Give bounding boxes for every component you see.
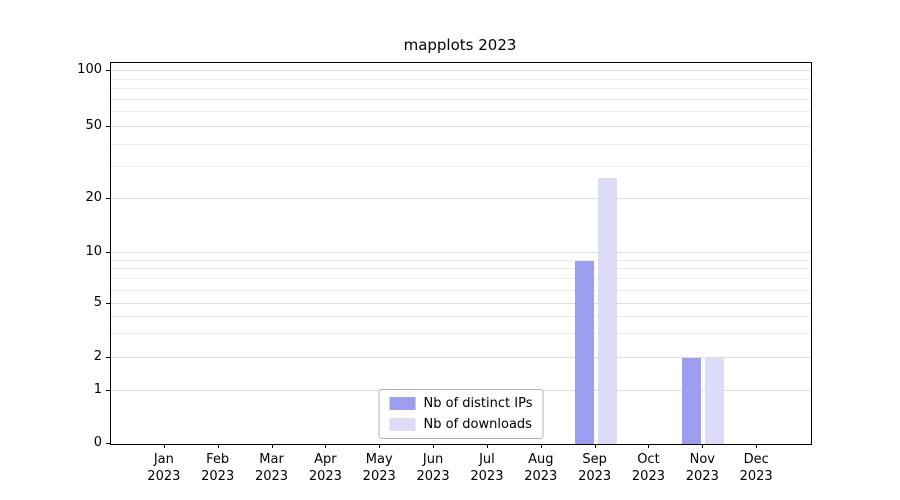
gridline-major <box>111 126 811 127</box>
x-tick-label: Jun 2023 <box>416 452 450 484</box>
gridline-minor <box>111 88 811 90</box>
x-tick-mark <box>217 444 219 448</box>
legend-item-downloads: Nb of downloads <box>389 417 533 432</box>
bar-downloads-nov <box>705 358 725 444</box>
y-tick-mark <box>106 390 110 391</box>
y-tick-mark <box>106 252 110 253</box>
gridline-minor <box>111 259 811 261</box>
x-tick-label: Nov 2023 <box>685 452 719 484</box>
x-tick-mark <box>486 444 488 448</box>
x-tick-label: Feb 2023 <box>201 452 235 484</box>
gridline-major <box>111 70 811 71</box>
x-tick-label: Jan 2023 <box>147 452 181 484</box>
x-tick-label: Oct 2023 <box>631 452 665 484</box>
chart-title: mapplots 2023 <box>403 36 517 54</box>
x-tick-mark <box>163 444 165 448</box>
gridline-major <box>111 198 811 199</box>
gridline-minor <box>111 268 811 270</box>
gridline-minor <box>111 333 811 335</box>
bar-downloads-sep <box>597 178 617 444</box>
x-tick-mark <box>325 444 327 448</box>
gridline-minor <box>111 143 811 145</box>
y-tick-mark <box>106 198 110 199</box>
gridline-major <box>111 252 811 253</box>
gridline-minor <box>111 78 811 80</box>
x-tick-label: May 2023 <box>362 452 396 484</box>
y-tick-label: 10 <box>85 244 102 259</box>
x-tick-mark <box>594 444 596 448</box>
x-tick-label: Dec 2023 <box>739 452 773 484</box>
x-tick-mark <box>271 444 273 448</box>
gridline-minor <box>111 289 811 291</box>
x-tick-label: Aug 2023 <box>524 452 558 484</box>
x-tick-mark <box>379 444 381 448</box>
x-tick-mark <box>648 444 650 448</box>
x-tick-mark <box>540 444 542 448</box>
plot-area: Nb of distinct IPs Nb of downloads <box>110 62 812 445</box>
y-tick-label: 100 <box>77 62 102 77</box>
gridline-minor <box>111 278 811 280</box>
y-tick-label: 5 <box>93 295 102 310</box>
bar-distinct-ips-nov <box>682 358 702 444</box>
legend-swatch-distinct-ips <box>389 397 416 410</box>
legend: Nb of distinct IPs Nb of downloads <box>378 389 544 439</box>
legend-label-distinct-ips: Nb of distinct IPs <box>423 396 533 411</box>
legend-label-downloads: Nb of downloads <box>423 417 532 432</box>
x-tick-label: Apr 2023 <box>308 452 342 484</box>
y-tick-label: 50 <box>85 118 102 133</box>
gridline-minor <box>111 111 811 113</box>
x-tick-mark <box>756 444 758 448</box>
gridline-major <box>111 357 811 358</box>
gridline-minor <box>111 166 811 168</box>
x-tick-label: Sep 2023 <box>578 452 612 484</box>
gridline-major <box>111 303 811 304</box>
y-tick-label: 1 <box>93 382 102 397</box>
legend-item-distinct-ips: Nb of distinct IPs <box>389 396 533 411</box>
y-tick-mark <box>106 443 110 444</box>
gridline-minor <box>111 98 811 100</box>
x-tick-label: Mar 2023 <box>254 452 289 484</box>
bar-distinct-ips-sep <box>574 260 594 444</box>
y-tick-mark <box>106 357 110 358</box>
y-tick-label: 20 <box>85 190 102 205</box>
x-tick-mark <box>702 444 704 448</box>
y-tick-mark <box>106 126 110 127</box>
legend-swatch-downloads <box>389 418 416 431</box>
y-tick-label: 2 <box>93 349 102 364</box>
gridline-minor <box>111 316 811 318</box>
y-tick-label: 0 <box>93 435 102 450</box>
y-tick-mark <box>106 303 110 304</box>
x-tick-label: Jul 2023 <box>470 452 504 484</box>
x-tick-mark <box>433 444 435 448</box>
y-tick-mark <box>106 70 110 71</box>
